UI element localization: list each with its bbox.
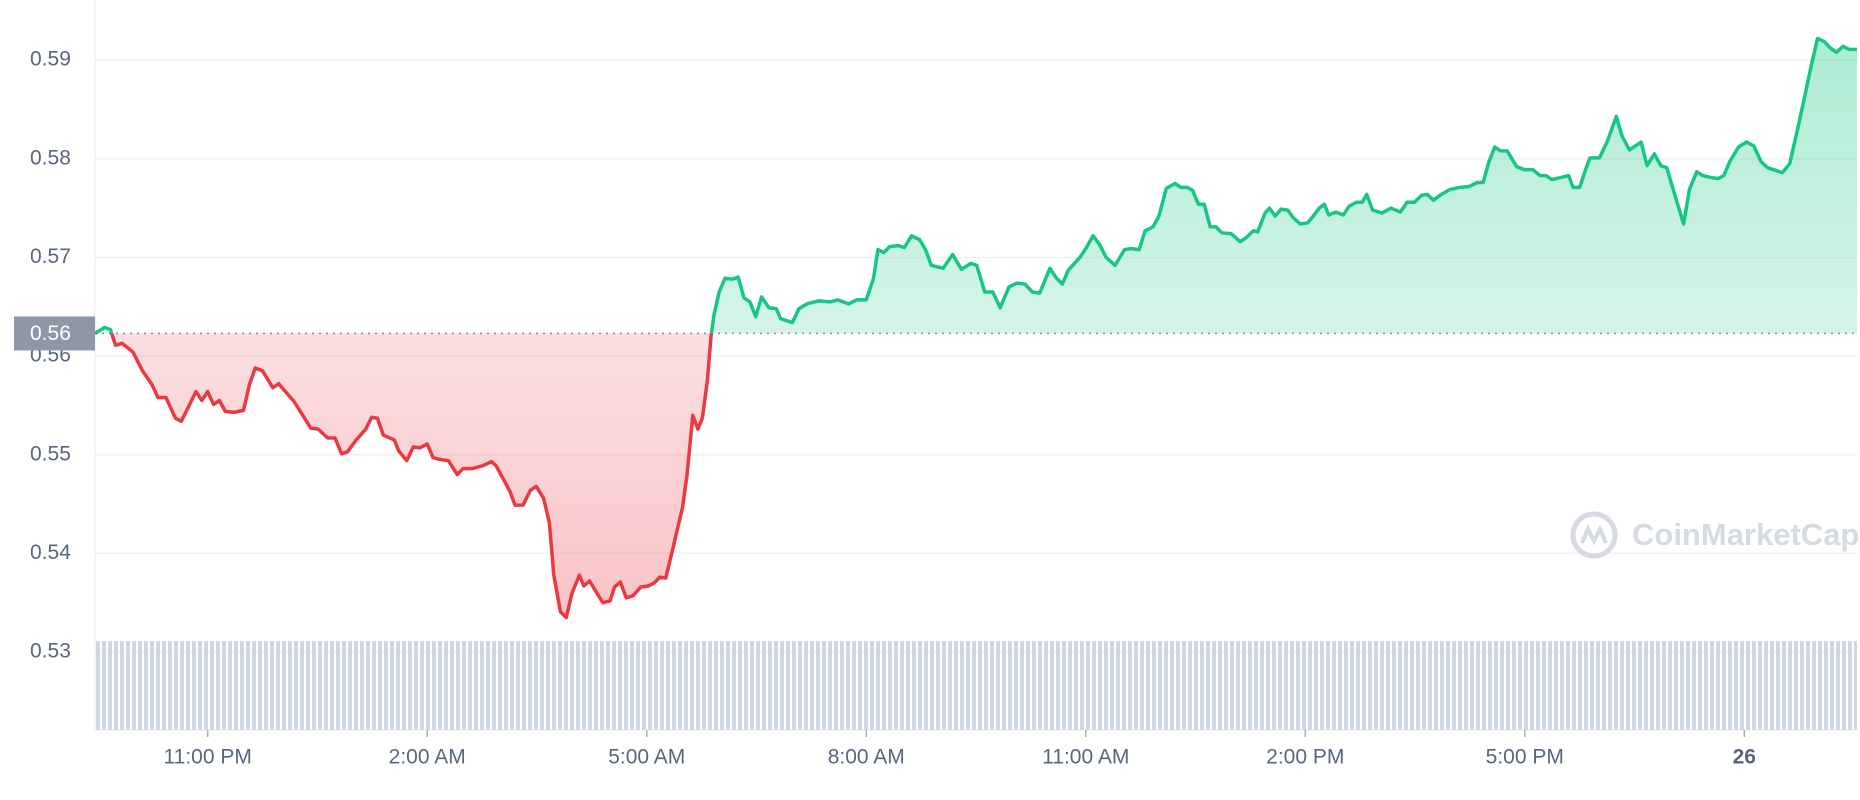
watermark: CoinMarketCap bbox=[1570, 511, 1859, 559]
y-tick-label: 0.55 bbox=[30, 442, 71, 465]
x-tick-label: 5:00 AM bbox=[608, 746, 685, 769]
plot bbox=[94, 36, 1857, 620]
price-line-up bbox=[94, 36, 1857, 334]
reference-label: 0.56 bbox=[30, 322, 71, 345]
y-tick-label: 0.54 bbox=[30, 541, 71, 564]
price-line-down bbox=[95, 333, 714, 620]
x-tick-label: 8:00 AM bbox=[828, 746, 905, 769]
y-tick-label: 0.58 bbox=[30, 146, 71, 169]
x-tick-label: 11:00 PM bbox=[164, 746, 252, 769]
y-tick-label: 0.53 bbox=[30, 640, 71, 663]
x-tick-label: 2:00 PM bbox=[1266, 746, 1344, 769]
area-down bbox=[111, 333, 712, 618]
watermark-text: CoinMarketCap bbox=[1632, 517, 1859, 552]
area-up bbox=[95, 38, 1857, 334]
y-tick-label: 0.59 bbox=[30, 48, 71, 71]
x-tick-label: 2:00 AM bbox=[389, 746, 466, 769]
x-tick-label: 11:00 AM bbox=[1042, 746, 1129, 769]
reference-label-box bbox=[14, 316, 95, 351]
x-tick-label: 5:00 PM bbox=[1486, 746, 1564, 769]
y-tick-label: 0.57 bbox=[30, 245, 71, 268]
x-tick-label: 26 bbox=[1733, 746, 1756, 769]
volume-bars bbox=[95, 641, 1857, 730]
axes: 0.53 0.54 0.55 0.56 0.57 0.58 0.59 11:00 PM 2:00… bbox=[14, 48, 1756, 769]
